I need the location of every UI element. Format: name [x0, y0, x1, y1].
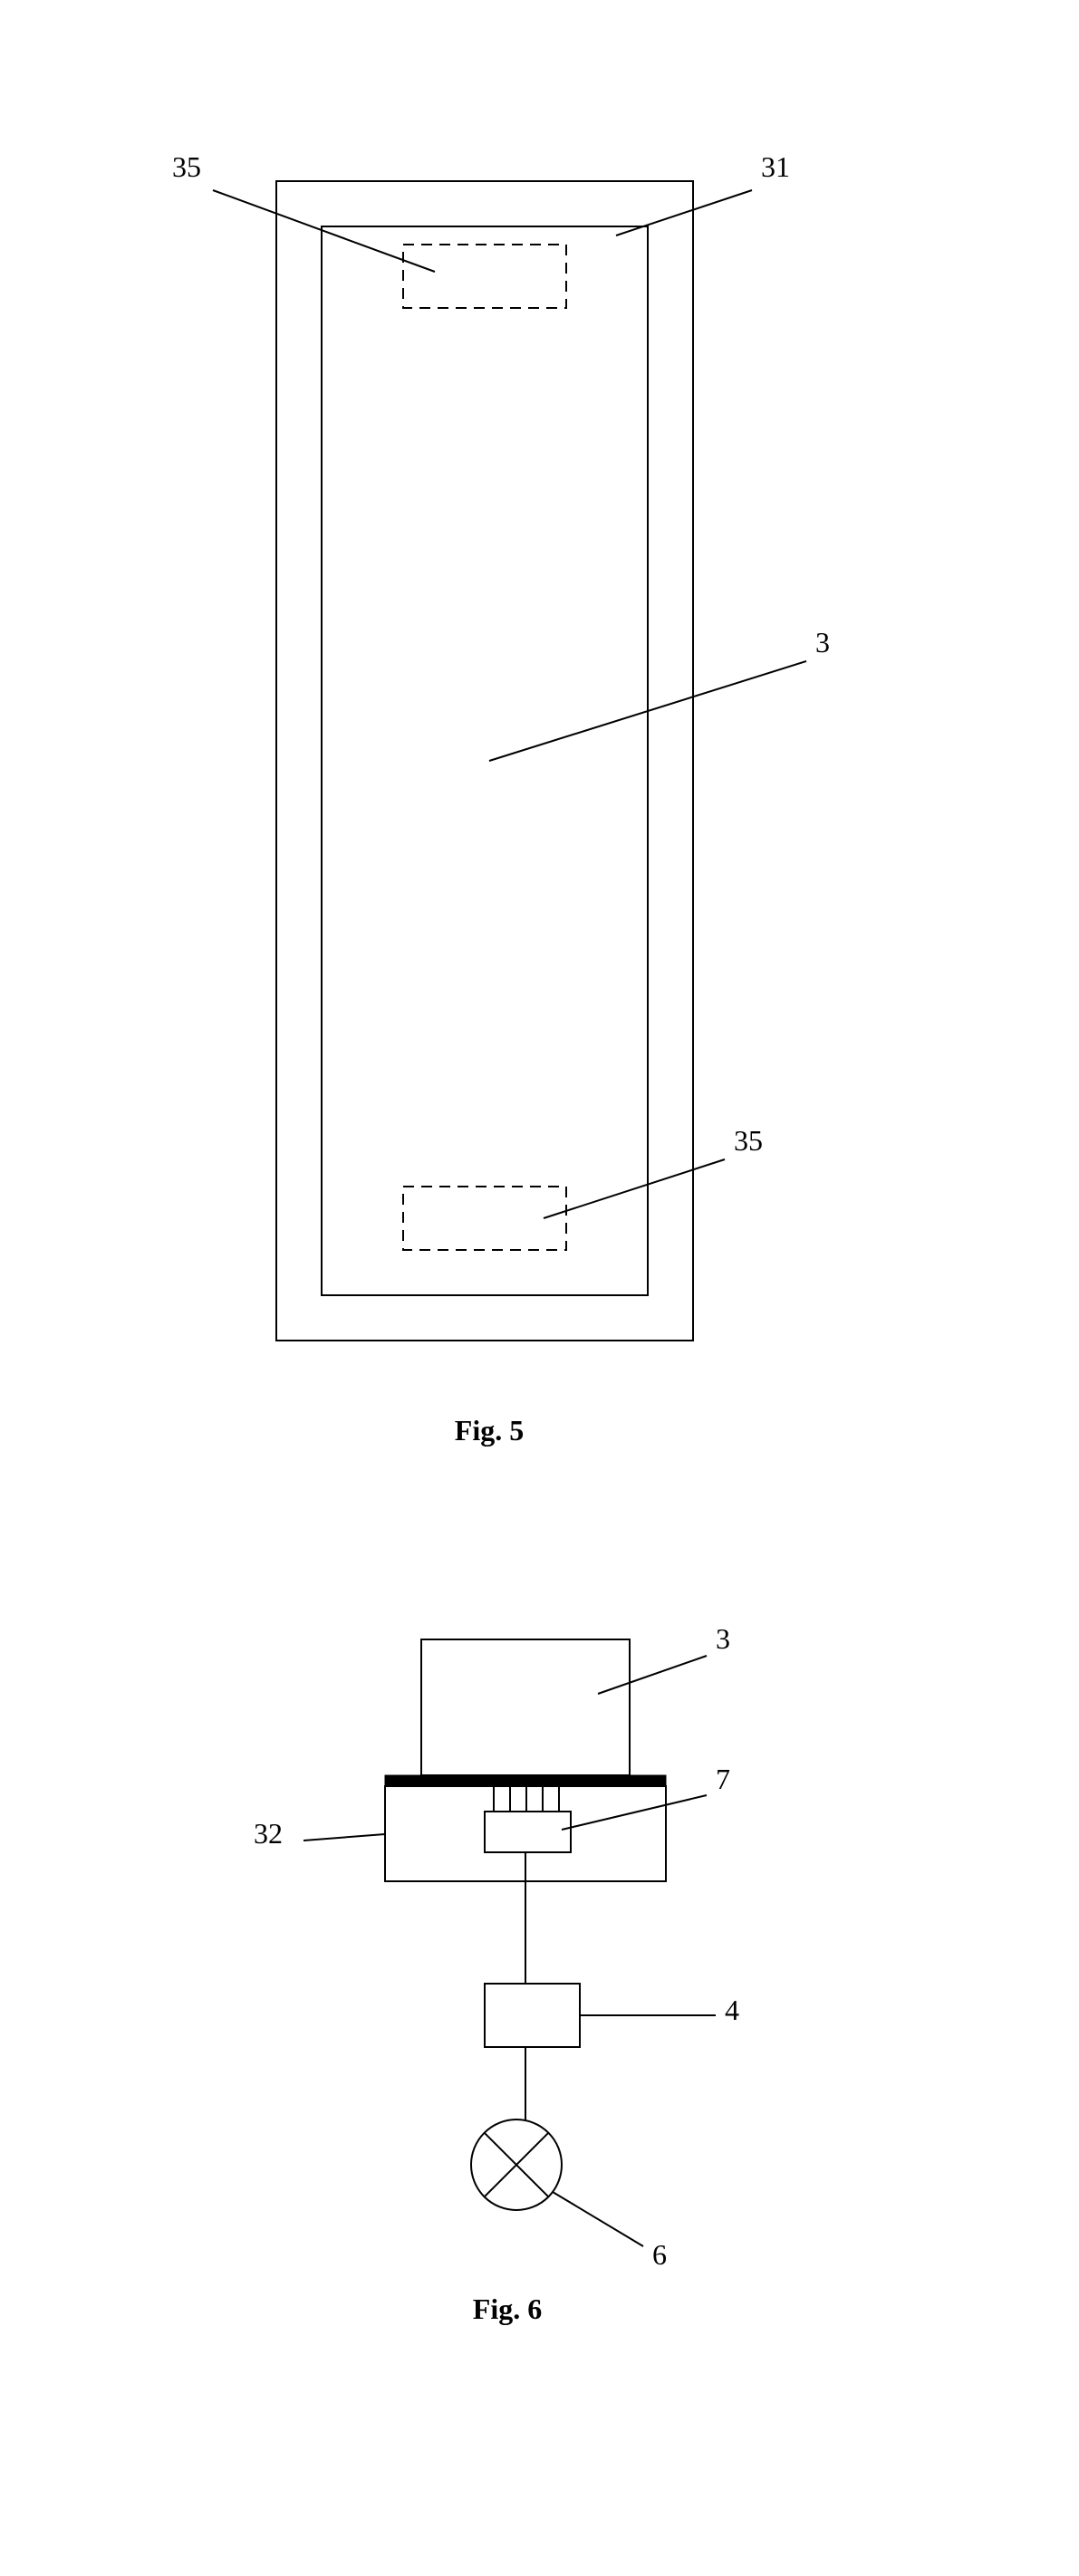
fig6-4-label: 4	[725, 1994, 739, 2026]
fig6-7-label: 7	[716, 1763, 730, 1795]
shape	[485, 1984, 580, 2047]
shape	[544, 1159, 725, 1218]
fig5-3-label: 3	[815, 626, 830, 658]
fig5-35-top-label: 35	[172, 150, 201, 183]
shape	[562, 1795, 707, 1830]
shape	[485, 1812, 571, 1852]
fig6-6-label: 6	[652, 2238, 667, 2271]
shape	[421, 1639, 630, 1775]
fig5-31-label: 31	[761, 150, 790, 183]
shape	[616, 190, 752, 235]
fig5-caption: Fig. 5	[455, 1414, 524, 1447]
shape	[553, 2192, 643, 2246]
shape	[276, 181, 693, 1341]
fig6-32-label: 32	[254, 1817, 283, 1850]
shape	[213, 190, 435, 272]
shape	[303, 1834, 385, 1841]
shape	[598, 1656, 707, 1694]
fig5-35-bottom-label: 35	[734, 1124, 763, 1157]
fig6-caption: Fig. 6	[473, 2292, 542, 2325]
shape	[403, 245, 566, 308]
shape	[322, 226, 648, 1295]
fig6-3-label: 3	[716, 1622, 730, 1655]
shape	[403, 1187, 566, 1250]
